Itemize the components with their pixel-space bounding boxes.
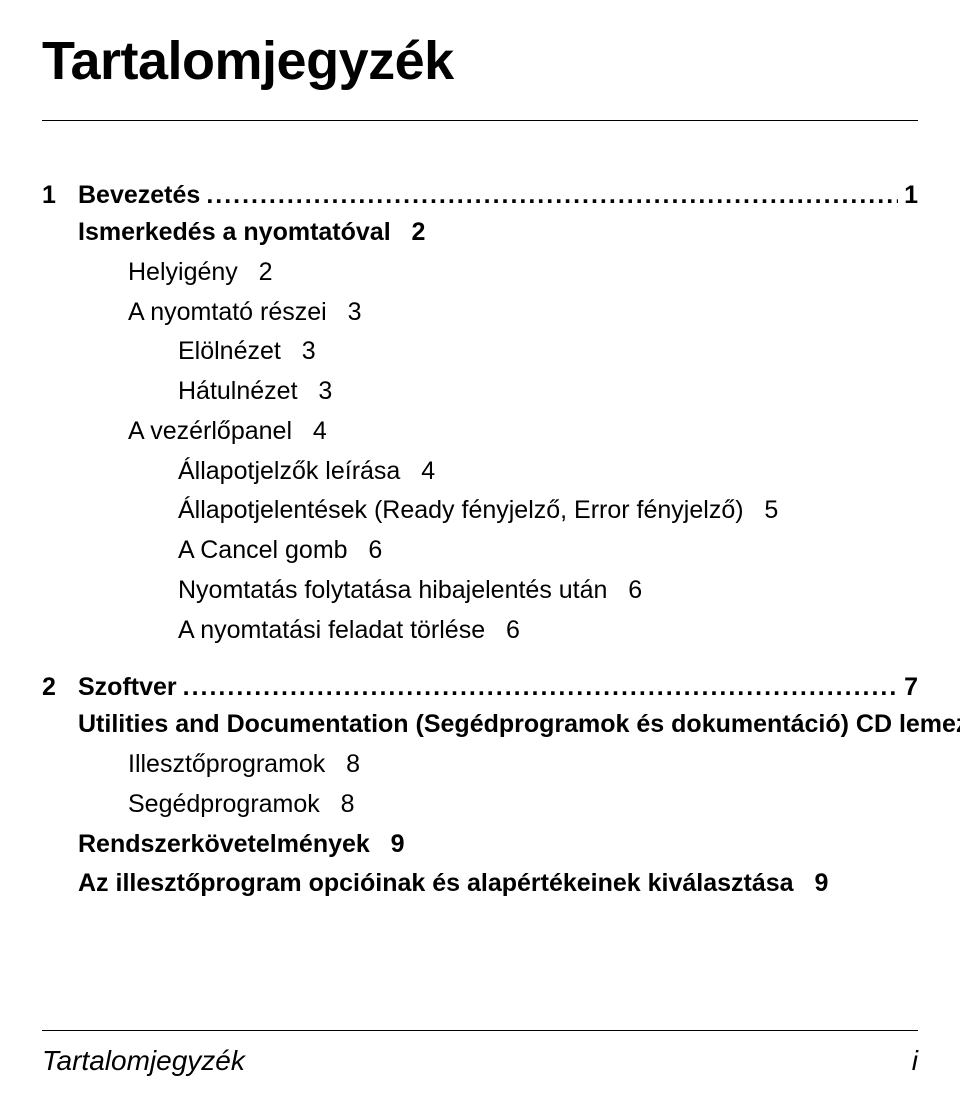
toc-leader: ........................................… (177, 673, 898, 702)
toc-entry-label: Rendszerkövetelmények (78, 830, 370, 858)
toc-sub2: Illesztőprogramok 8 (128, 748, 918, 782)
toc-sub3: A nyomtatási feladat törlése 6 (178, 614, 918, 648)
toc-section-number: 1 (42, 181, 78, 210)
toc-sub3: Hátulnézet 3 (178, 375, 918, 409)
toc-sub3: Elölnézet 3 (178, 335, 918, 369)
toc-entry-label: A vezérlőpanel (128, 417, 292, 445)
toc-section-label: Bevezetés (78, 181, 200, 210)
toc-entry-label: Helyigény (128, 258, 238, 286)
toc-entry-page: 3 (348, 298, 362, 326)
toc-entry-page: 3 (302, 337, 316, 365)
toc-entry-label: Nyomtatás folytatása hibajelentés után (178, 576, 607, 604)
toc-entry-page: 9 (814, 869, 828, 897)
toc-entry-label: Utilities and Documentation (Segédprogra… (78, 710, 960, 738)
page-title: Tartalomjegyzék (42, 30, 918, 92)
footer-page-number: i (912, 1045, 918, 1077)
page-footer: Tartalomjegyzék i (42, 1030, 918, 1077)
toc-entry-label: Elölnézet (178, 337, 281, 365)
toc-entry-page: 6 (368, 536, 382, 564)
toc-entry-page: 6 (506, 616, 520, 644)
toc-sub1: Ismerkedés a nyomtatóval 2 (78, 216, 918, 250)
toc-sub2: A nyomtató részei 3 (128, 296, 918, 330)
footer-rule (42, 1030, 918, 1031)
toc-entry-page: 8 (341, 790, 355, 818)
toc-section-page: 7 (898, 673, 918, 702)
toc-sub3: Állapotjelzők leírása 4 (178, 455, 918, 489)
toc-sub1: Az illesztőprogram opcióinak és alapérté… (78, 867, 918, 901)
toc-entry-label: Segédprogramok (128, 790, 320, 818)
toc-leader: ........................................… (200, 181, 898, 210)
toc-section-page: 1 (898, 181, 918, 210)
toc-entry-page: 2 (259, 258, 273, 286)
toc-sub3: Nyomtatás folytatása hibajelentés után 6 (178, 574, 918, 608)
toc-entry-page: 2 (412, 218, 426, 246)
toc-entry-page: 4 (421, 457, 435, 485)
footer-title: Tartalomjegyzék (42, 1045, 245, 1077)
toc-entry-label: Illesztőprogramok (128, 750, 325, 778)
page: Tartalomjegyzék 1 Bevezetés ............… (0, 0, 960, 1119)
title-rule (42, 120, 918, 121)
toc-sub3: Állapotjelentések (Ready fényjelző, Erro… (178, 494, 918, 528)
toc-sub2: Segédprogramok 8 (128, 788, 918, 822)
toc-entry-page: 5 (764, 496, 778, 524)
toc-entry-page: 8 (346, 750, 360, 778)
toc-entry-label: Állapotjelzők leírása (178, 457, 400, 485)
toc-entry-label: Az illesztőprogram opcióinak és alapérté… (78, 869, 794, 897)
toc-section-label: Szoftver (78, 673, 177, 702)
toc-entry-page: 9 (391, 830, 405, 858)
toc-top-entry: 1 Bevezetés ............................… (42, 181, 918, 210)
toc-entry-label: A Cancel gomb (178, 536, 348, 564)
toc-entry-page: 3 (318, 377, 332, 405)
toc-entry-label: Hátulnézet (178, 377, 298, 405)
toc-entry-page: 6 (628, 576, 642, 604)
toc-sub1: Utilities and Documentation (Segédprogra… (78, 708, 918, 742)
toc-section: 1 Bevezetés ............................… (42, 181, 918, 647)
toc-sub2: A vezérlőpanel 4 (128, 415, 918, 449)
toc-entry-label: Állapotjelentések (Ready fényjelző, Erro… (178, 496, 744, 524)
toc-section: 2 Szoftver .............................… (42, 673, 918, 901)
toc-entry-label: Ismerkedés a nyomtatóval (78, 218, 391, 246)
toc-top-entry: 2 Szoftver .............................… (42, 673, 918, 702)
toc-sub1: Rendszerkövetelmények 9 (78, 828, 918, 862)
toc-entry-label: A nyomtatási feladat törlése (178, 616, 485, 644)
toc-sub2: Helyigény 2 (128, 256, 918, 290)
toc-entry-label: A nyomtató részei (128, 298, 327, 326)
toc-section-number: 2 (42, 673, 78, 702)
toc-sub3: A Cancel gomb 6 (178, 534, 918, 568)
footer-row: Tartalomjegyzék i (42, 1045, 918, 1077)
toc-entry-page: 4 (313, 417, 327, 445)
